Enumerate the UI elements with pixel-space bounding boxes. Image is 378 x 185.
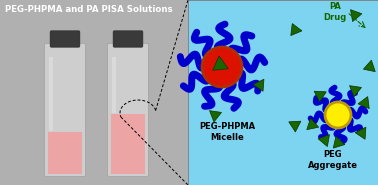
Polygon shape xyxy=(350,10,362,22)
Polygon shape xyxy=(358,97,369,109)
Polygon shape xyxy=(350,86,361,97)
FancyBboxPatch shape xyxy=(45,43,85,176)
FancyBboxPatch shape xyxy=(50,31,80,47)
Polygon shape xyxy=(355,127,366,139)
Text: PA
Drug: PA Drug xyxy=(323,2,347,22)
Polygon shape xyxy=(289,121,301,132)
Polygon shape xyxy=(253,79,264,91)
Text: PEG
Aggregate: PEG Aggregate xyxy=(308,150,358,170)
Text: PEG-PHPMA and PA PISA Solutions: PEG-PHPMA and PA PISA Solutions xyxy=(5,5,173,14)
Polygon shape xyxy=(314,91,326,102)
Polygon shape xyxy=(333,136,345,148)
Polygon shape xyxy=(363,60,375,72)
Bar xyxy=(111,114,145,174)
FancyBboxPatch shape xyxy=(113,31,143,47)
Bar xyxy=(0,0,188,185)
Polygon shape xyxy=(307,118,319,130)
Polygon shape xyxy=(213,56,228,70)
Bar xyxy=(49,57,53,131)
Bar xyxy=(112,57,116,113)
FancyBboxPatch shape xyxy=(107,43,149,176)
Text: PEG-PHPMA
Micelle: PEG-PHPMA Micelle xyxy=(199,122,255,142)
Bar xyxy=(188,0,378,185)
Circle shape xyxy=(202,47,242,87)
Polygon shape xyxy=(318,135,330,147)
Polygon shape xyxy=(209,111,222,122)
Circle shape xyxy=(325,102,351,128)
Bar xyxy=(48,132,82,174)
Polygon shape xyxy=(291,23,302,36)
